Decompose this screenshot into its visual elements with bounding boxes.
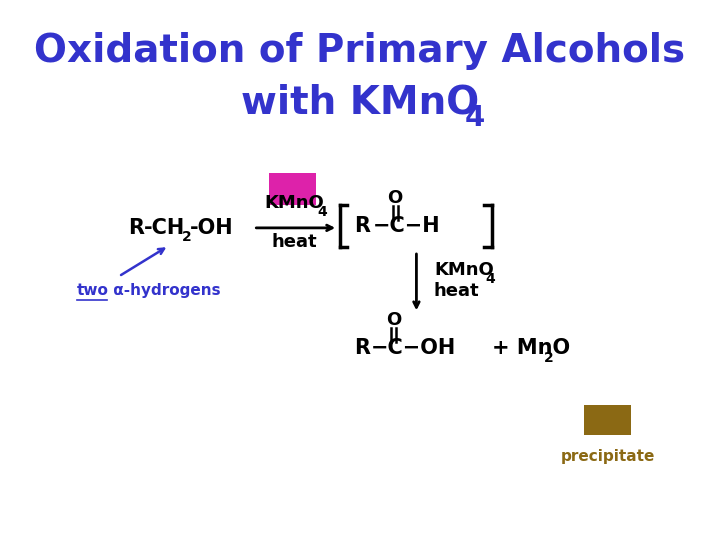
Text: heat: heat — [271, 233, 317, 251]
Text: + MnO: + MnO — [492, 338, 570, 359]
Text: precipitate: precipitate — [560, 449, 654, 464]
Text: KMnO: KMnO — [434, 261, 494, 279]
Text: heat: heat — [434, 281, 480, 300]
Text: -OH: -OH — [189, 218, 233, 238]
Text: O: O — [386, 311, 402, 329]
Text: two: two — [76, 283, 109, 298]
Text: O: O — [387, 189, 402, 207]
Text: 4: 4 — [318, 205, 328, 219]
Text: KMnO: KMnO — [264, 194, 324, 212]
Text: −C−H: −C−H — [372, 216, 440, 237]
Text: α-hydrogens: α-hydrogens — [108, 283, 220, 298]
Text: 4: 4 — [485, 272, 495, 286]
Text: with KMnO: with KMnO — [241, 84, 479, 122]
Text: −C−OH: −C−OH — [372, 338, 456, 359]
Text: Oxidation of Primary Alcohols: Oxidation of Primary Alcohols — [35, 32, 685, 70]
Bar — [585, 405, 631, 435]
Text: -CH: -CH — [144, 218, 185, 238]
Text: R: R — [354, 216, 370, 237]
Text: R: R — [354, 338, 370, 359]
Text: R: R — [128, 218, 144, 238]
Text: 2: 2 — [182, 230, 192, 244]
Bar — [269, 173, 316, 205]
Text: 4: 4 — [464, 104, 485, 132]
Text: 2: 2 — [544, 351, 554, 365]
